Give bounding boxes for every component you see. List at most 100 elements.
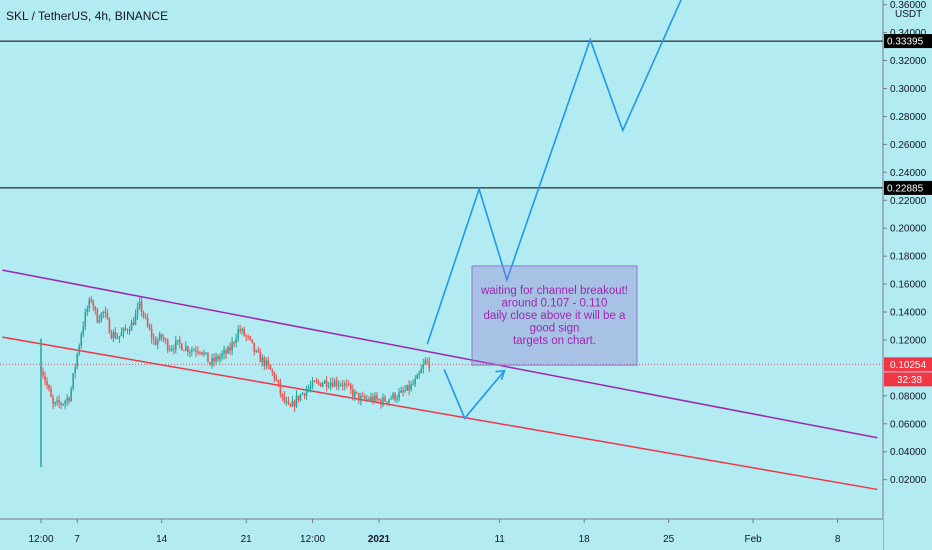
price-tick-label: 0.32000 xyxy=(890,56,927,67)
candle-body xyxy=(217,356,219,360)
candle-body xyxy=(138,301,141,308)
candle-body xyxy=(44,375,46,381)
candle-body xyxy=(233,342,235,344)
candle-body xyxy=(203,352,205,355)
candle-body xyxy=(86,308,89,313)
candle-body xyxy=(424,360,427,365)
candle-body xyxy=(291,401,294,407)
candle-body xyxy=(408,384,410,391)
candle-body xyxy=(380,400,382,406)
candle-body xyxy=(372,396,374,402)
candle-body xyxy=(305,390,308,396)
candle-body xyxy=(50,389,52,397)
candle-body xyxy=(142,312,145,317)
candle-body xyxy=(223,350,225,354)
candle-body xyxy=(283,395,286,402)
candle-body xyxy=(148,325,151,330)
candle-body xyxy=(136,307,139,315)
price-tick-label: 0.20000 xyxy=(890,224,927,235)
candle-body xyxy=(128,330,131,332)
currency-label: USDT xyxy=(895,9,922,20)
candle-body xyxy=(269,365,272,370)
candle-body xyxy=(134,314,137,325)
candle-body xyxy=(416,375,418,379)
price-tick-label: 0.18000 xyxy=(890,252,927,263)
candle-body xyxy=(166,340,169,350)
candle-body xyxy=(243,328,245,336)
candle-body xyxy=(349,384,352,390)
channel-upper-line[interactable] xyxy=(2,269,878,439)
candle-body xyxy=(315,381,318,383)
candle-body xyxy=(333,380,336,387)
candle-body xyxy=(247,336,250,338)
candle-body xyxy=(162,337,165,340)
candle-body xyxy=(199,352,201,354)
candle-body xyxy=(412,383,414,385)
candle-body xyxy=(420,368,423,374)
candle-body xyxy=(267,360,270,366)
candle-body xyxy=(62,404,64,406)
candle-body xyxy=(219,356,221,360)
candle-body xyxy=(122,328,125,333)
candle-body xyxy=(72,373,74,389)
candle-body xyxy=(257,350,260,353)
candle-body xyxy=(426,360,429,362)
candle-body xyxy=(323,380,326,384)
annotation-box[interactable] xyxy=(471,265,638,366)
candle-body xyxy=(112,332,115,339)
candle-body xyxy=(255,350,258,352)
time-tick-label: 14 xyxy=(156,534,168,545)
price-tick-label: 0.16000 xyxy=(890,280,927,291)
price-tick-label: 0.36000 xyxy=(890,0,927,11)
candle-body xyxy=(360,396,362,401)
candle-body xyxy=(396,398,398,400)
candle-body xyxy=(241,328,243,331)
time-tick-label: 8 xyxy=(835,534,841,545)
candle-body xyxy=(118,336,121,338)
candle-body xyxy=(76,353,79,368)
candle-body xyxy=(160,334,163,338)
countdown-label: 32:38 xyxy=(897,375,922,386)
candle-body xyxy=(96,310,99,323)
candle-body xyxy=(273,372,276,379)
candle-body xyxy=(374,395,376,402)
candle-body xyxy=(170,348,173,350)
candle-body xyxy=(339,384,342,386)
candle-body xyxy=(193,350,195,352)
time-tick-label: 2021 xyxy=(368,534,391,545)
candle-body xyxy=(154,339,157,345)
annotation[interactable]: waiting for channel breakout!around 0.10… xyxy=(471,265,638,366)
price-tick-label: 0.08000 xyxy=(890,391,927,402)
candle-body xyxy=(108,318,111,334)
projection-path[interactable] xyxy=(426,0,737,345)
level-price-tag xyxy=(884,34,932,49)
price-tick-label: 0.12000 xyxy=(890,335,927,346)
annotation-line: around 0.107 - 0.110 xyxy=(502,297,608,309)
annotation-line: daily close above it will be a xyxy=(484,310,627,322)
candle-body xyxy=(364,396,366,400)
chart-title: SKL / TetherUS, 4h, BINANCE xyxy=(6,9,168,23)
candle-body xyxy=(54,402,56,404)
candle-body xyxy=(388,399,390,403)
candle-body xyxy=(84,312,87,327)
candle-body xyxy=(58,400,60,404)
down-scenario-path[interactable] xyxy=(443,368,506,420)
candle-body xyxy=(370,396,372,401)
time-tick-label: 11 xyxy=(494,534,505,545)
candle-body xyxy=(229,347,231,351)
candle-body xyxy=(368,398,370,401)
candle-body xyxy=(227,347,229,354)
candle-body xyxy=(130,322,133,331)
candles[interactable] xyxy=(40,296,431,468)
candle-body xyxy=(239,329,241,331)
candle-body xyxy=(150,329,153,339)
candle-body xyxy=(46,380,48,386)
channel-lower-line[interactable] xyxy=(2,336,878,491)
drawings[interactable] xyxy=(0,0,883,491)
candle-body xyxy=(213,358,215,362)
candle-body xyxy=(48,385,50,390)
candle-body xyxy=(152,338,155,340)
level-price-tag xyxy=(884,180,932,195)
